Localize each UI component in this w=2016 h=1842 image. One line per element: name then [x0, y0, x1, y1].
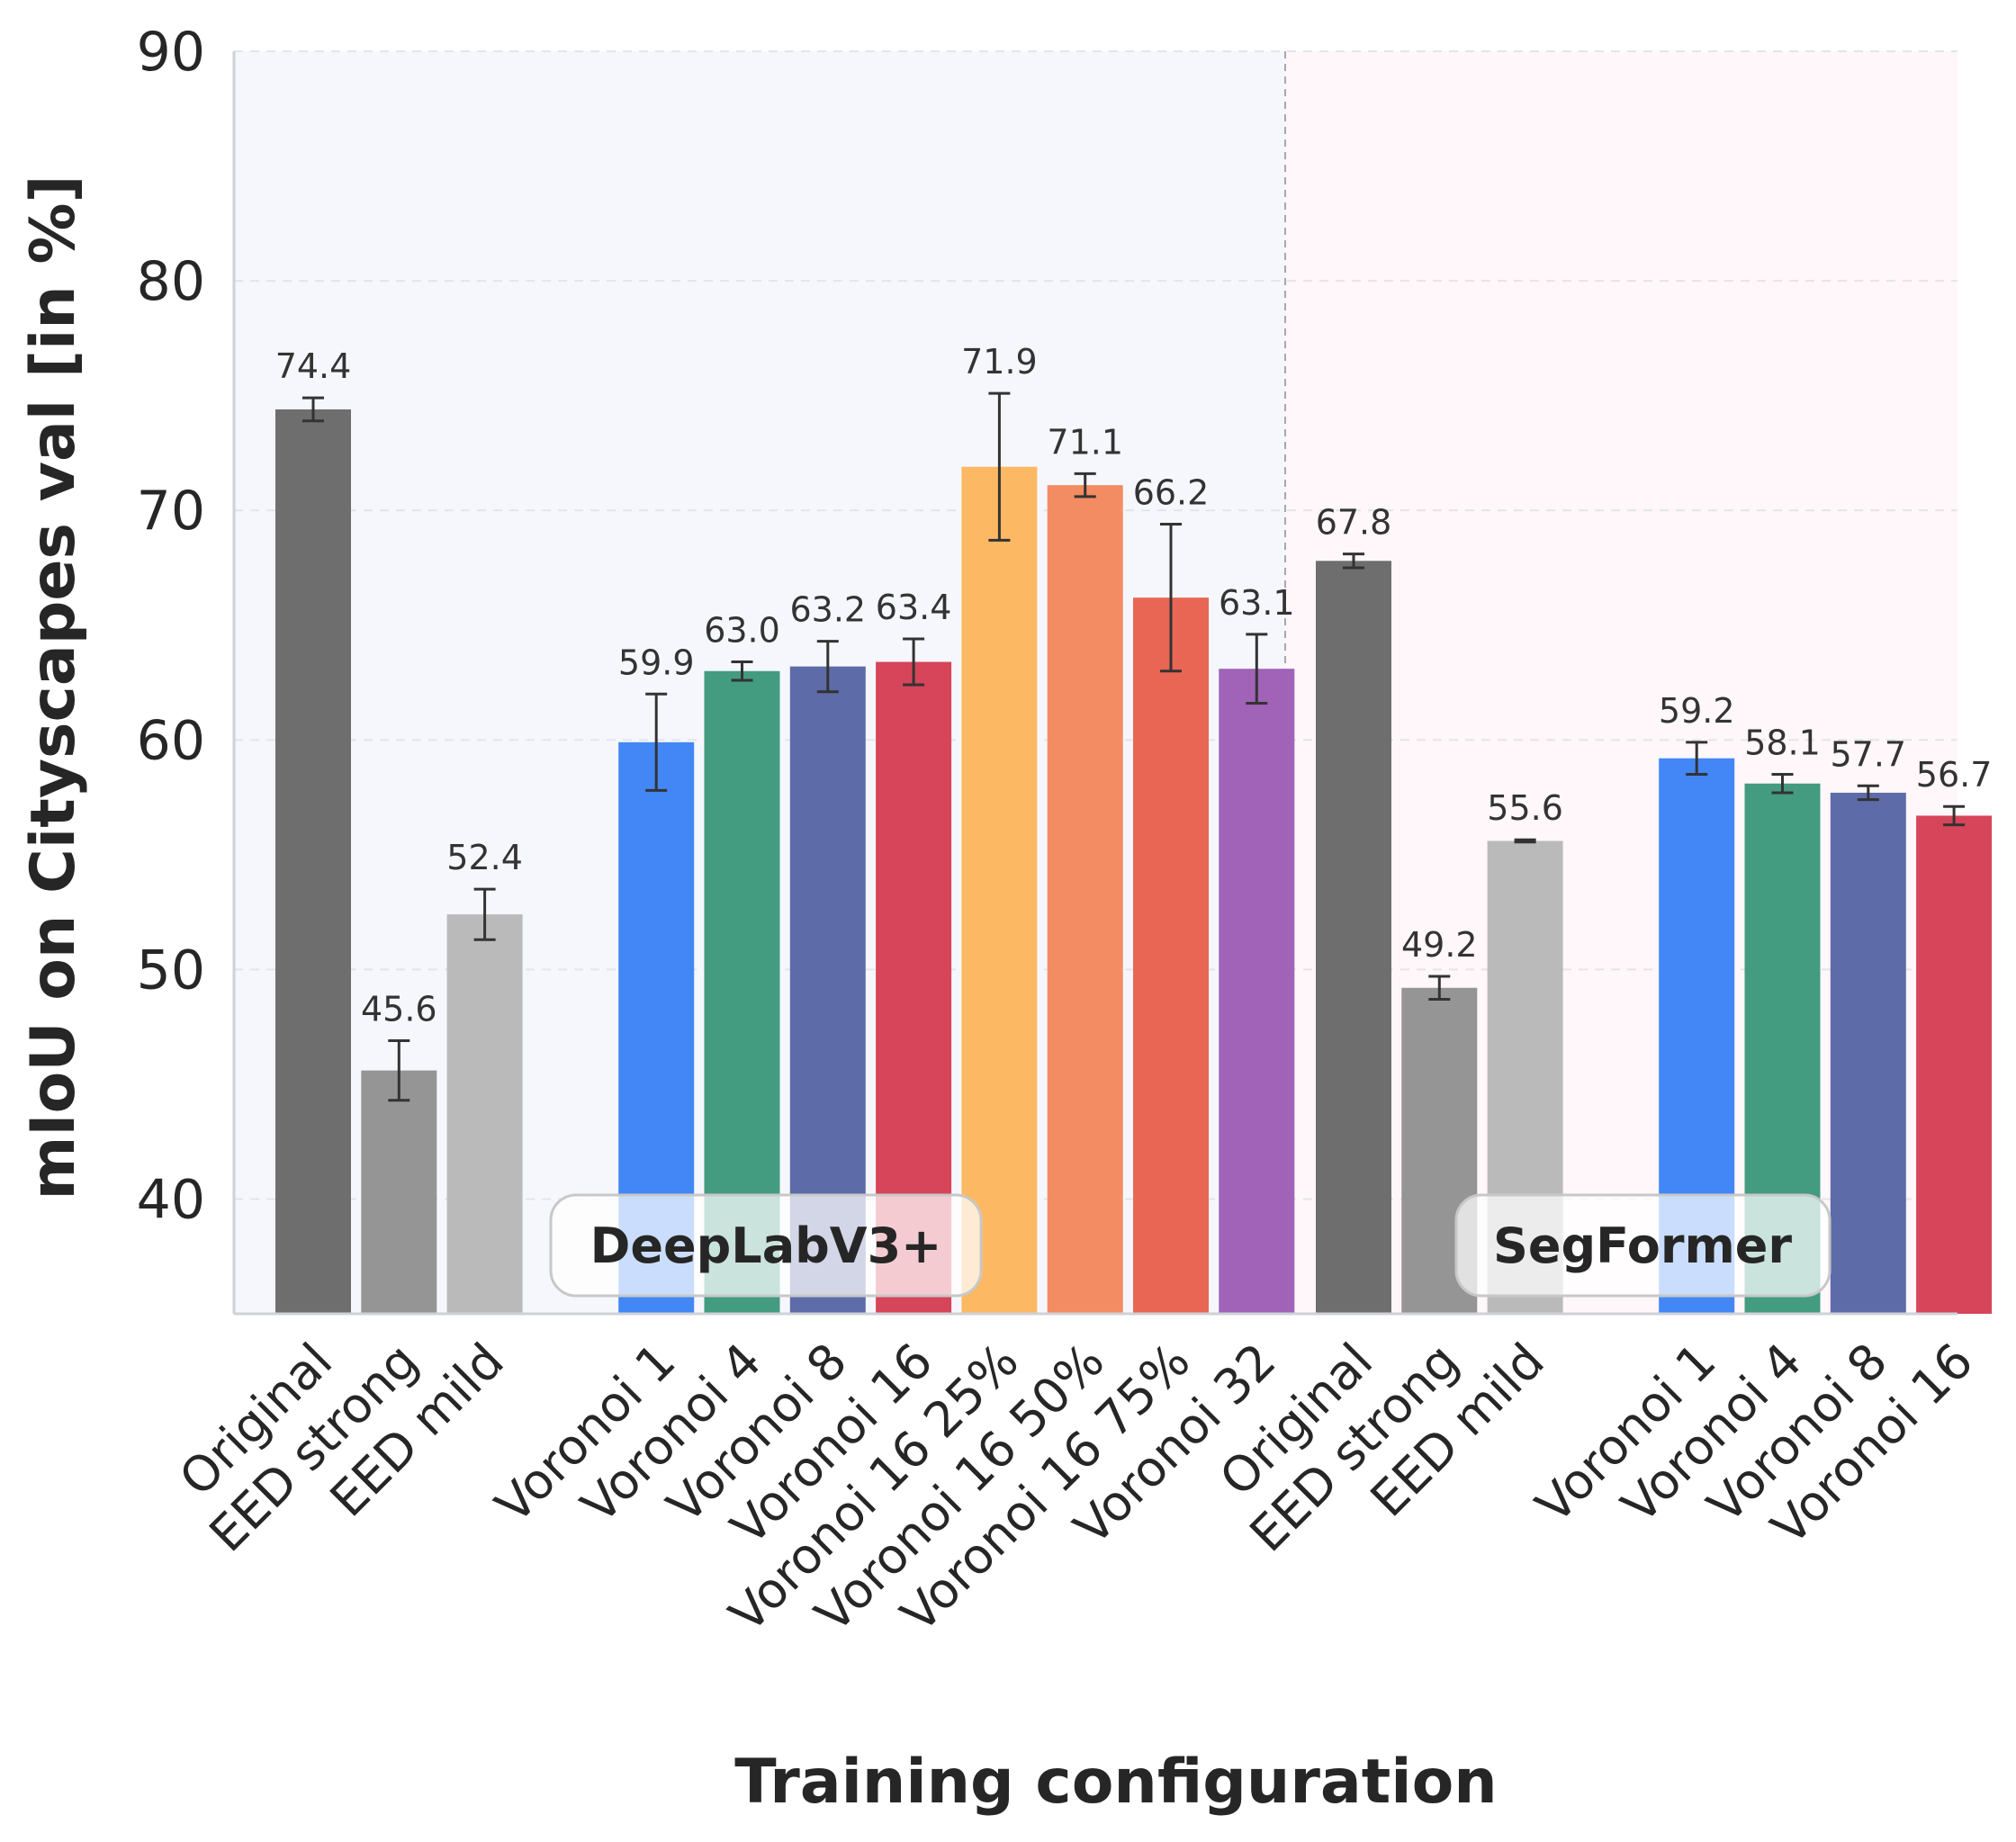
error-bar [1160, 522, 1182, 673]
value-label: 63.4 [876, 588, 952, 627]
value-label: 52.4 [446, 838, 523, 877]
group-labels: DeepLabV3+ SegFormer [549, 1193, 1832, 1298]
value-label: 63.2 [789, 590, 866, 630]
bar [1133, 598, 1209, 1314]
bar [1916, 815, 1993, 1314]
error-bar [1428, 975, 1451, 1002]
value-label: 49.2 [1401, 925, 1478, 965]
error-bar [388, 1038, 410, 1102]
error-bar [302, 396, 324, 423]
value-label: 74.4 [275, 346, 352, 386]
error-bar [645, 692, 668, 792]
value-labels: 74.4 45.6 52.4 59.963.063.2 63.4 71.971.166.2… [275, 342, 1993, 1029]
bar [275, 409, 351, 1315]
group-label-text: DeepLabV3+ [590, 1218, 942, 1274]
value-label: 67.8 [1316, 503, 1392, 543]
value-label: 59.2 [1659, 691, 1735, 731]
value-label: 57.7 [1830, 734, 1906, 774]
y-tick-label: 70 [137, 480, 205, 543]
y-tick-label: 90 [137, 21, 205, 84]
error-bars [302, 391, 1966, 1102]
value-label: 71.1 [1047, 422, 1123, 462]
y-tick-label: 50 [137, 939, 205, 1002]
error-bar [1246, 633, 1268, 705]
value-label: 55.6 [1487, 788, 1563, 828]
group-label-0: DeepLabV3+ [549, 1193, 983, 1298]
error-bar [903, 637, 925, 687]
bar [961, 466, 1038, 1314]
value-label: 66.2 [1133, 472, 1210, 512]
error-bar [473, 887, 496, 941]
y-tick-label: 40 [137, 1168, 205, 1231]
value-label: 59.9 [618, 642, 695, 682]
bar [1047, 485, 1123, 1314]
value-label: 45.6 [361, 989, 437, 1029]
error-bar [1074, 472, 1096, 499]
value-label: 71.9 [961, 342, 1038, 382]
group-label-text: SegFormer [1493, 1218, 1792, 1274]
error-bar [988, 391, 1011, 542]
axes [232, 51, 1958, 1316]
error-bar [1343, 553, 1364, 570]
bar [361, 1070, 437, 1314]
error-bar [816, 640, 839, 694]
value-label: 63.1 [1219, 583, 1295, 623]
error-bar [731, 660, 753, 682]
bar [446, 914, 523, 1314]
error-bar [1857, 784, 1879, 802]
value-label: 58.1 [1744, 723, 1821, 763]
y-tick-labels: 40 50 60 70 80 90 [137, 21, 205, 1231]
bar [1219, 669, 1295, 1314]
error-bar [1514, 838, 1536, 844]
y-tick-label: 60 [137, 709, 205, 772]
x-axis-label: Training configuration [734, 1747, 1497, 1818]
group-label-1: SegFormer [1454, 1193, 1832, 1298]
y-tick-label: 80 [137, 250, 205, 313]
value-label: 63.0 [704, 611, 780, 651]
value-label: 56.7 [1916, 755, 1993, 795]
bar [1316, 561, 1391, 1314]
error-bar [1686, 741, 1708, 777]
y-axis-label: mIoU on Cityscapes val [in %] [18, 175, 89, 1200]
error-bar [1771, 773, 1794, 795]
bar [1830, 792, 1906, 1314]
error-bar [1943, 804, 1966, 827]
